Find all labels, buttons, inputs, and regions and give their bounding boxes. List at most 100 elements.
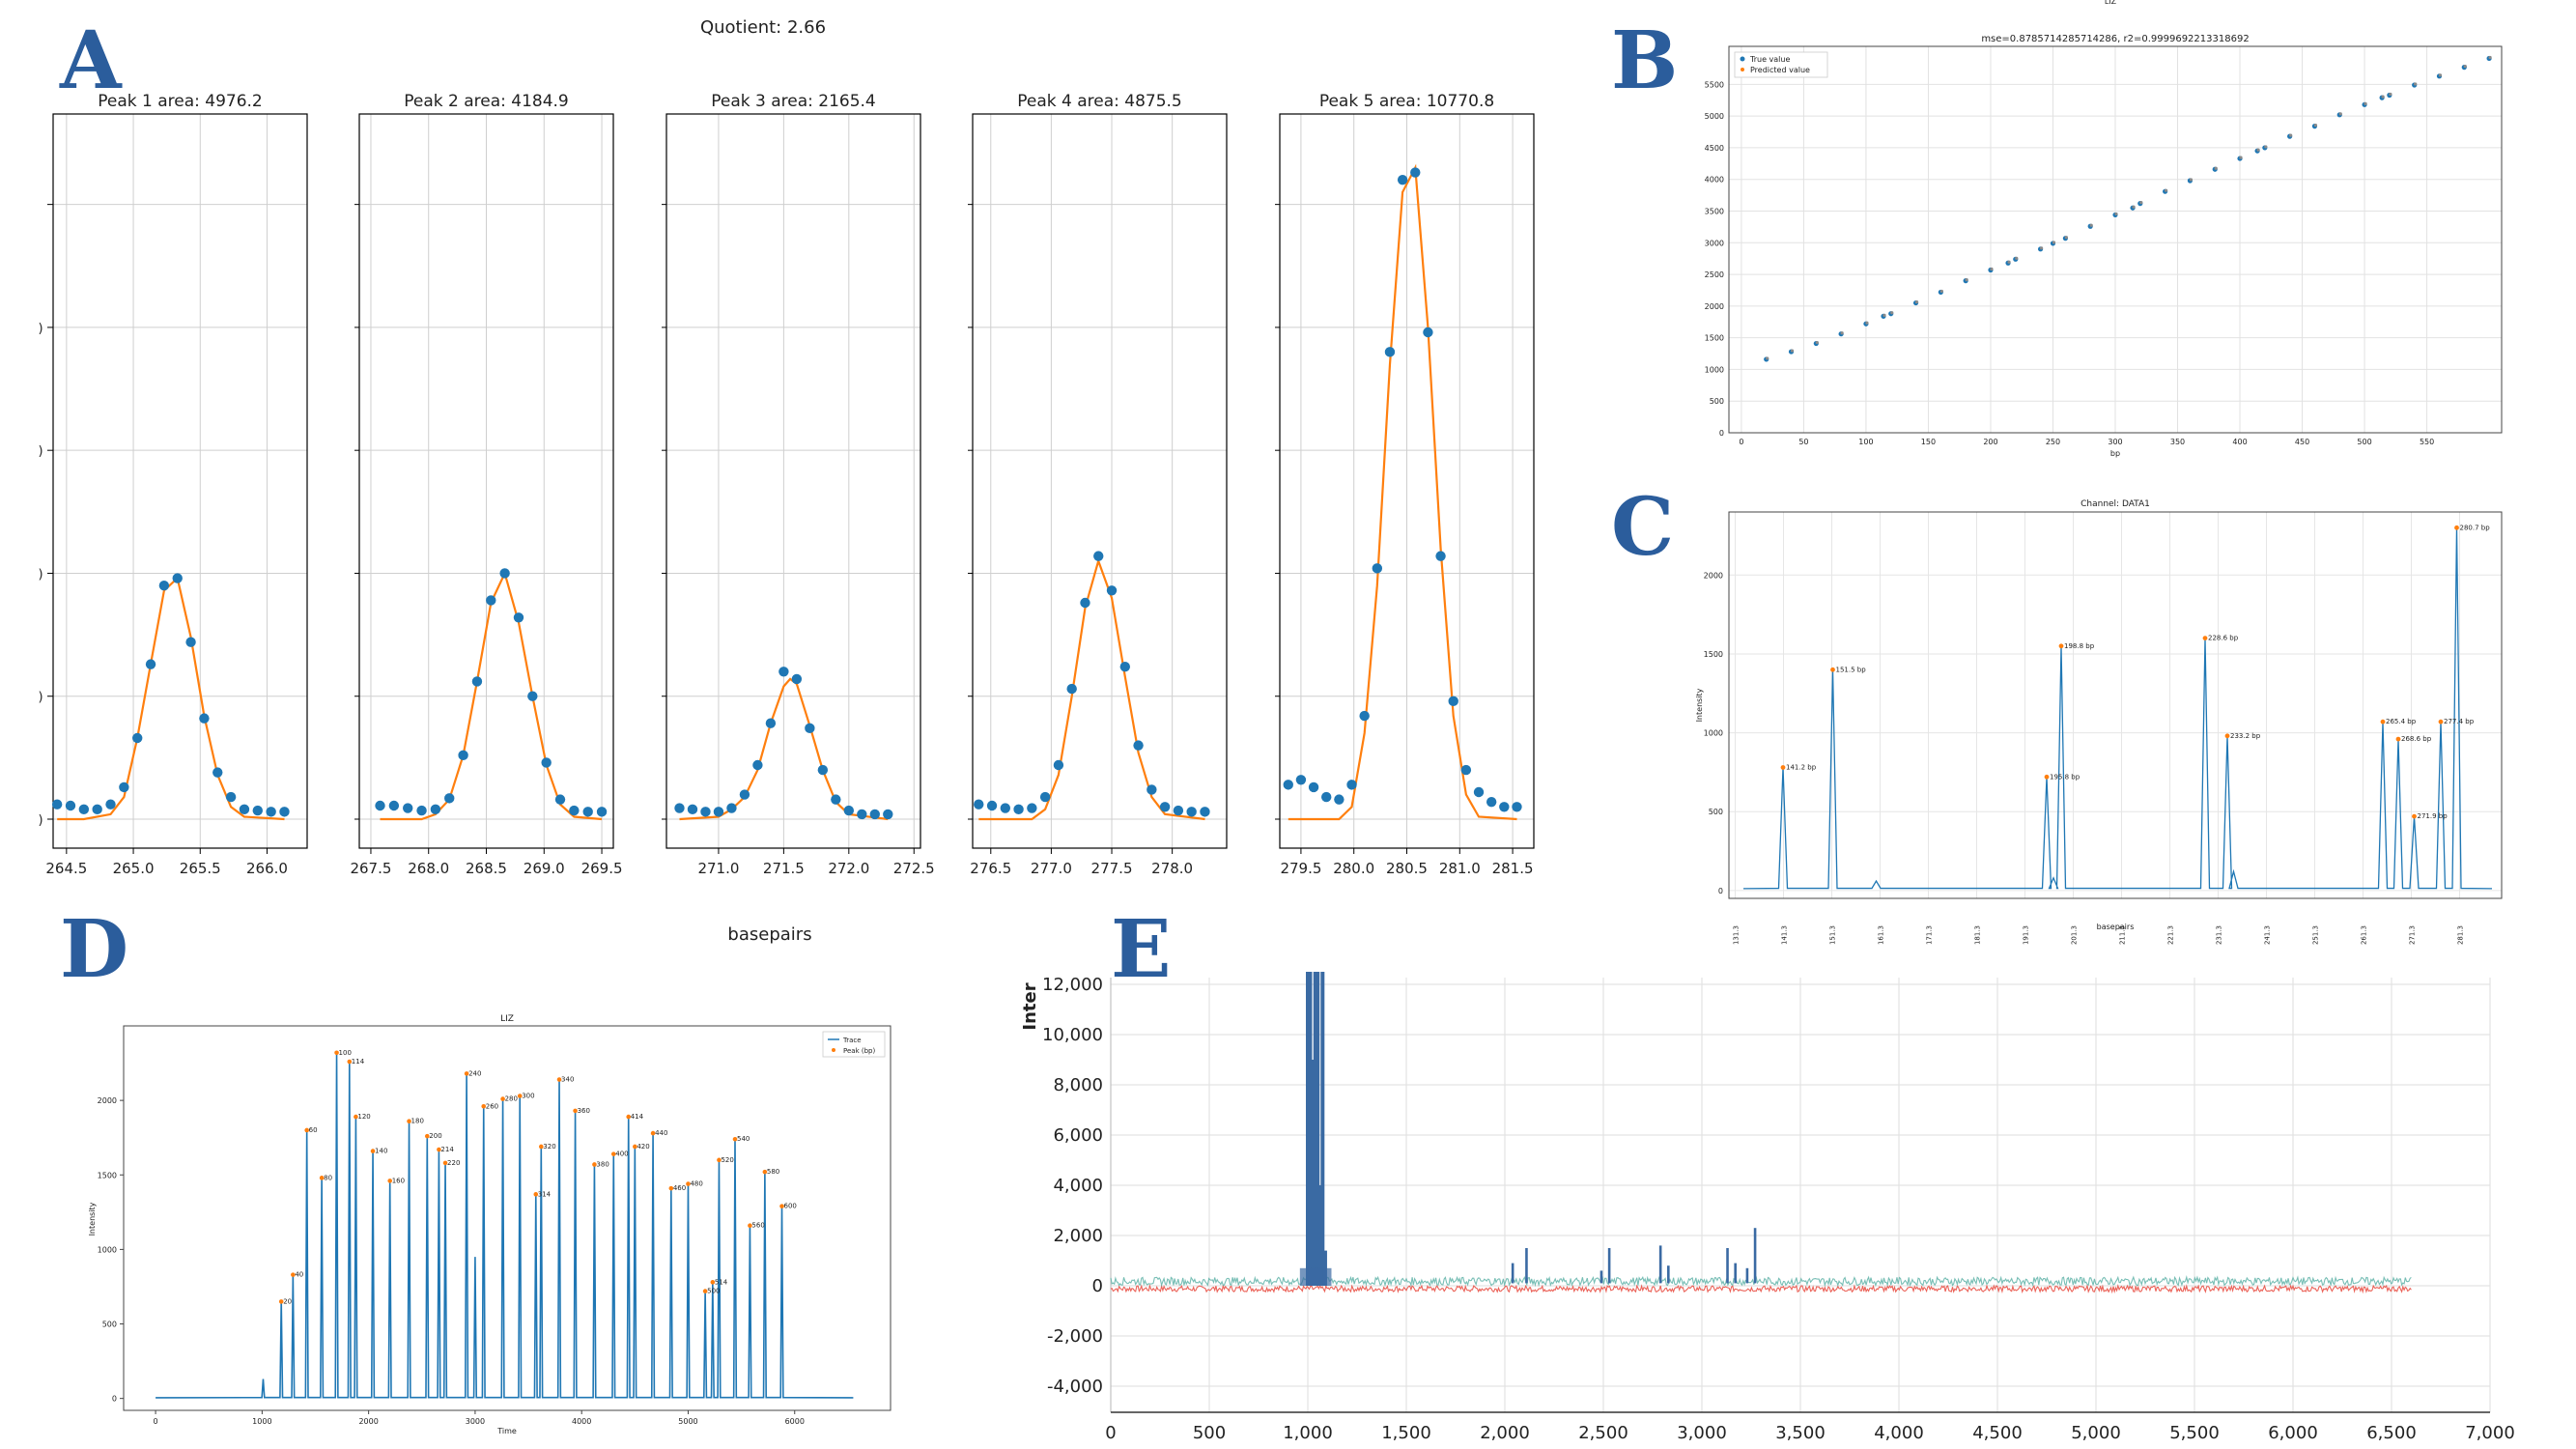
peak-marker — [1780, 765, 1786, 770]
peak-marker — [442, 1160, 448, 1166]
data-point — [1372, 563, 1383, 574]
y-tick-label: 8,000 — [1053, 1075, 1103, 1095]
x-tick-label: 50 — [1798, 438, 1808, 446]
peak-marker — [464, 1071, 469, 1076]
legend-label-predicted: Predicted value — [1750, 66, 1810, 74]
data-point — [212, 767, 223, 778]
x-tick-label: 300 — [2108, 438, 2122, 446]
panel-a-subplot-5: 279.5 280.0 280.5 281.0 281.5 Peak 5 area: 10… — [1275, 92, 1535, 877]
peak-label: 233.2 bp — [2230, 732, 2261, 740]
y-tick-label-clipped: ) — [38, 322, 42, 336]
peak-label: 240 — [468, 1069, 481, 1077]
data-point — [1186, 807, 1197, 817]
data-point — [1321, 791, 1332, 803]
x-tick-label: 4000 — [572, 1417, 591, 1426]
predicted-value-point — [2114, 212, 2118, 216]
data-point — [1410, 167, 1421, 178]
peak-marker — [717, 1157, 722, 1163]
peak-marker — [517, 1094, 523, 1098]
x-tick-label: 271.5 — [763, 860, 805, 877]
data-point — [700, 807, 711, 817]
peak-marker — [424, 1133, 430, 1139]
x-tick-label: 1,500 — [1381, 1423, 1431, 1443]
predicted-value-point — [2039, 246, 2044, 250]
y-tick-label: 4000 — [1705, 176, 1724, 185]
x-tick-label: 281.0 — [1439, 860, 1481, 877]
x-axis-label: bp — [2110, 449, 2120, 458]
peak-marker — [481, 1104, 487, 1109]
y-tick-label: 10,000 — [1042, 1025, 1103, 1045]
peak-label: 120 — [357, 1113, 370, 1121]
plot-frame — [123, 1025, 892, 1411]
y-tick-label: 1500 — [1705, 334, 1724, 343]
peak-label: 180 — [411, 1118, 424, 1125]
panel-b-top-note: LIZ — [2105, 0, 2117, 6]
peak-label: 265.4 bp — [2386, 718, 2417, 725]
peak-marker — [334, 1050, 339, 1056]
predicted-value-point — [2089, 223, 2093, 227]
legend-box — [1734, 51, 1828, 78]
peak-marker — [2412, 813, 2417, 819]
data-point — [674, 803, 685, 813]
x-tick-label: 271.0 — [697, 860, 739, 877]
legend-label-peak: Peak (bp) — [843, 1047, 875, 1055]
y-tick-label: 4,000 — [1053, 1176, 1103, 1196]
y-tick-label-clipped: ) — [38, 567, 42, 582]
data-point — [596, 807, 608, 817]
predicted-value-point — [1965, 278, 1968, 282]
x-tick-label: 271.3 — [2409, 925, 2417, 945]
data-point — [239, 804, 250, 815]
data-point — [1334, 794, 1345, 805]
predicted-value-point — [2214, 166, 2218, 170]
y-tick-label-clipped: ) — [38, 444, 42, 459]
data-point — [1397, 174, 1408, 185]
data-point — [805, 723, 815, 734]
subplot-title: Peak 5 area: 10770.8 — [1319, 92, 1494, 111]
peak-marker — [668, 1185, 674, 1191]
peak-marker — [2044, 774, 2050, 780]
x-tick-label: 151.3 — [1829, 925, 1837, 945]
y-tick-label: 3000 — [1705, 239, 1724, 247]
peak-label: 314 — [538, 1190, 552, 1198]
predicted-value-point — [1990, 267, 1994, 271]
y-tick-label: 2000 — [98, 1096, 117, 1105]
peak-marker — [626, 1114, 632, 1120]
panel-a-subplot-4: 276.5 277.0 277.5 278.0 Peak 4 area: 4875.5 — [968, 92, 1228, 877]
x-tick-label: 276.5 — [970, 860, 1011, 877]
data-point — [1359, 710, 1370, 722]
data-point — [1027, 803, 1037, 813]
x-tick-label: 272.5 — [893, 860, 935, 877]
y-tick-label: 6,000 — [1053, 1125, 1103, 1146]
y-tick-label: 1000 — [98, 1245, 117, 1254]
panel-label-d: D — [60, 903, 129, 996]
peak-marker — [370, 1149, 376, 1153]
x-tick-label: 278.0 — [1151, 860, 1193, 877]
x-tick-label: 181.3 — [1974, 925, 1982, 945]
y-tick-label: 2000 — [1705, 302, 1724, 311]
data-point — [158, 580, 170, 591]
x-tick-label: 2000 — [358, 1417, 378, 1426]
predicted-value-point — [2007, 260, 2011, 264]
predicted-value-point — [1815, 340, 1819, 345]
x-tick-label: 268.5 — [466, 860, 507, 877]
data-point — [1384, 347, 1396, 357]
peak-label: 268.6 bp — [2401, 735, 2432, 743]
x-tick-label: 161.3 — [1878, 925, 1885, 945]
data-point — [513, 612, 524, 623]
x-tick-label: 280.0 — [1333, 860, 1374, 877]
predicted-value-point — [2488, 55, 2492, 60]
predicted-value-point — [2264, 145, 2268, 149]
x-tick-label: 100 — [1858, 438, 1873, 446]
peak-marker — [748, 1223, 752, 1229]
data-point — [1460, 764, 1472, 776]
panel-b-legend: True value Predicted value — [1734, 51, 1828, 78]
peak-label: 320 — [543, 1143, 555, 1151]
x-tick-label: 5000 — [678, 1417, 697, 1426]
peak-marker — [2224, 733, 2230, 739]
data-point — [1346, 780, 1357, 790]
data-point — [791, 673, 803, 685]
plot-frame — [1728, 45, 2503, 434]
peak-label: 340 — [561, 1076, 574, 1084]
peak-label: 360 — [578, 1107, 590, 1115]
subplot-title: Peak 3 area: 2165.4 — [711, 92, 876, 111]
